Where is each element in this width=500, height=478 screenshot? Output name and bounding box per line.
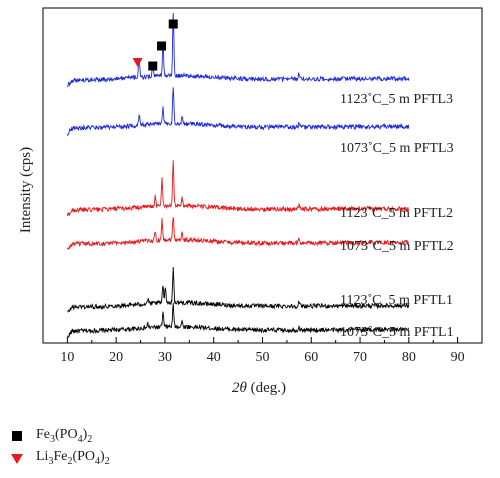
square-marker (168, 19, 178, 29)
legend-item-li3fe2po42: Li3Fe2(PO4)2 (10, 447, 110, 469)
xrd-traces (66, 12, 410, 338)
x-tick-label: 30 (158, 350, 172, 365)
series-label: 1073˚C_5 m PFTL1 (340, 325, 454, 340)
x-ticks: 10 20 30 40 50 60 70 80 90 (42, 337, 483, 365)
series-line (67, 12, 410, 88)
triangle-down-marker-icon (10, 451, 30, 465)
square-marker (157, 41, 167, 51)
series-line (66, 217, 410, 250)
series-line (67, 267, 410, 313)
y-axis-title: Intensity (cps) (18, 147, 34, 233)
xrd-chart: 10 20 30 40 50 60 70 80 90 1073˚C_5 m PFTL1 1123˚… (18, 7, 483, 396)
trace-labels: 1073˚C_5 m PFTL1 1123˚C_5 m PFTL1 1073˚C_5… (340, 92, 454, 340)
x-axis-title: 2θ (deg.) (232, 380, 286, 396)
x-tick-label: 90 (451, 350, 465, 365)
legend-label-li3fe2po42: Li3Fe2(PO4)2 (36, 449, 110, 467)
square-marker-icon (10, 429, 30, 443)
peak-markers (132, 19, 178, 71)
series-line (66, 160, 410, 216)
series-label: 1123˚C_5 m PFTL2 (340, 206, 453, 221)
x-tick-label: 40 (207, 350, 221, 365)
series-label: 1123˚C_5 m PFTL3 (340, 92, 453, 107)
x-tick-label: 60 (304, 350, 318, 365)
x-tick-label: 20 (109, 350, 123, 365)
triangle-down-marker (132, 58, 143, 67)
series-line (66, 87, 410, 137)
series-line (67, 302, 410, 338)
series-label: 1073˚C_5 m PFTL2 (340, 239, 454, 254)
x-tick-label: 10 (60, 350, 74, 365)
series-label: 1073˚C_5 m PFTL3 (340, 141, 454, 156)
x-tick-label: 50 (256, 350, 270, 365)
legend-label-fe3po42: Fe3(PO4)2 (36, 427, 93, 445)
square-marker (148, 61, 158, 71)
x-tick-label: 80 (402, 350, 416, 365)
legend-item-fe3po42: Fe3(PO4)2 (10, 425, 110, 447)
legend: Fe3(PO4)2 Li3Fe2(PO4)2 (10, 425, 110, 469)
x-tick-label: 70 (353, 350, 367, 365)
series-label: 1123˚C_5 m PFTL1 (340, 293, 453, 308)
